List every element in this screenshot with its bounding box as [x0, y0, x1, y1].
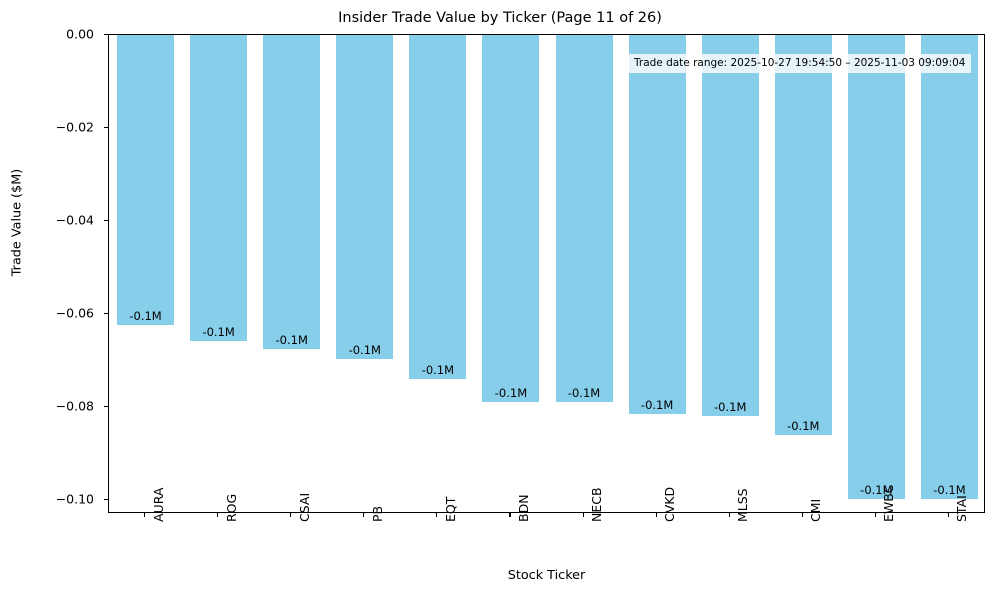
bar-value-label: -0.1M — [348, 343, 381, 358]
y-tick-mark — [104, 498, 109, 500]
y-axis-label: Trade Value ($M) — [9, 168, 25, 277]
bar-value-label: -0.1M — [787, 418, 820, 433]
x-tick-label-text: AURA — [150, 487, 166, 522]
plot-area: -0.1M -0.1M -0.1M -0.1M -0.1M -0.1M -0.1M -0.1M… — [108, 34, 985, 513]
bar-value-label: -0.1M — [567, 385, 601, 400]
bar-pb[interactable]: -0.1M — [336, 35, 394, 360]
bar-value-label: -0.1M — [714, 399, 747, 414]
x-axis-label: Stock Ticker — [507, 568, 586, 583]
bar-value-label: -0.1M — [421, 363, 455, 378]
x-tick-mark — [728, 513, 730, 518]
y-tick-mark — [104, 126, 109, 128]
bar-csai[interactable]: -0.1M — [263, 35, 321, 349]
bar-eqt[interactable]: -0.1M — [409, 35, 467, 380]
y-tick-label: −0.06 — [55, 305, 94, 321]
x-tick-label-text: ROG — [223, 493, 239, 522]
bar-value-label: -0.1M — [860, 483, 893, 498]
x-tick-mark — [655, 513, 657, 518]
y-tick-mark — [104, 312, 109, 314]
bar-stai[interactable]: -0.1M — [920, 35, 978, 500]
x-tick-mark — [363, 513, 365, 518]
bar-series: -0.1M -0.1M -0.1M -0.1M -0.1M -0.1M -0.1M -0.1M… — [109, 35, 984, 512]
x-tick-label-text: PB — [369, 505, 385, 522]
y-axis: 0.00 −0.02 −0.04 −0.06 −0.08 −0.10 — [0, 0, 109, 600]
x-tick-label-text: EQT — [442, 496, 458, 522]
x-tick-mark — [801, 513, 803, 518]
bar-cmi[interactable]: -0.1M — [774, 35, 832, 435]
y-tick-mark — [104, 405, 109, 407]
y-tick-label: −0.08 — [55, 398, 94, 414]
bar-value-label: -0.1M — [933, 483, 966, 498]
x-tick-mark — [290, 513, 292, 518]
x-tick-label-text: CMI — [808, 498, 824, 522]
trade-date-range-annotation: Trade date range: 2025-10-27 19:54:50 – … — [628, 54, 972, 74]
bar-value-label: -0.1M — [275, 332, 308, 347]
bar-value-label: -0.1M — [494, 385, 528, 400]
bar-cvkd[interactable]: -0.1M — [628, 35, 686, 414]
y-tick-label: −0.04 — [55, 212, 94, 228]
x-tick-label-text: BDN — [515, 494, 531, 522]
y-tick-mark — [104, 33, 109, 35]
bar-value-label: -0.1M — [202, 325, 235, 339]
x-tick-label-text: MLSS — [735, 488, 751, 522]
x-tick-mark — [436, 513, 438, 518]
bar-value-label: -0.1M — [640, 398, 674, 412]
bar-rog[interactable]: -0.1M — [190, 35, 248, 341]
bar-bdn[interactable]: -0.1M — [482, 35, 540, 402]
bar-necb[interactable]: -0.1M — [555, 35, 613, 402]
bar-mlss[interactable]: -0.1M — [701, 35, 759, 416]
bar-ewbc[interactable]: -0.1M — [847, 35, 905, 500]
x-tick-mark — [509, 513, 511, 518]
x-tick-mark — [582, 513, 584, 518]
x-tick-label-text: EWBC — [881, 484, 897, 522]
y-tick-label: −0.02 — [55, 119, 94, 135]
bar-aura[interactable]: -0.1M — [117, 35, 175, 326]
x-tick-label-text: CSAI — [296, 492, 312, 522]
x-tick-mark — [144, 513, 146, 518]
x-tick-mark — [217, 513, 219, 518]
x-tick-label-text: STAI — [954, 495, 970, 522]
x-tick-label-text: NECB — [589, 487, 605, 522]
y-tick-label: −0.10 — [55, 491, 94, 507]
y-tick-mark — [104, 219, 109, 221]
bar-value-label: -0.1M — [129, 309, 162, 324]
x-tick-label-text: CVKD — [662, 486, 678, 522]
x-tick-mark — [947, 513, 950, 518]
chart-title: Insider Trade Value by Ticker (Page 11 o… — [338, 10, 662, 26]
x-tick-mark — [874, 513, 876, 518]
y-tick-label: 0.00 — [66, 26, 94, 42]
